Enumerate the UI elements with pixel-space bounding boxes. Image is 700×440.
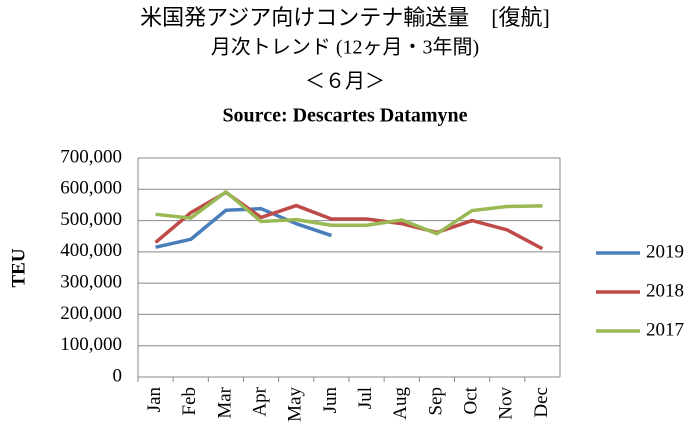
x-tick-label: Aug [390, 387, 411, 420]
y-tick-label: 400,000 [60, 240, 122, 261]
x-tick-label: Jan [144, 387, 165, 413]
y-tick-label: 700,000 [60, 146, 122, 167]
x-tick-label: Jul [355, 387, 376, 409]
x-tick-label: May [285, 387, 306, 422]
y-tick-label: 100,000 [60, 334, 122, 355]
series-line [155, 206, 332, 249]
y-axis-label: TEU [8, 248, 29, 287]
x-tick-label: Feb [179, 387, 200, 416]
x-tick-label: Jun [320, 387, 341, 414]
x-tick-label: Dec [531, 387, 552, 418]
y-tick-label: 500,000 [60, 209, 122, 230]
x-tick-label: Mar [214, 386, 235, 418]
y-tick-label: 200,000 [60, 303, 122, 324]
series-line [155, 190, 543, 236]
x-tick-label: Apr [249, 386, 270, 416]
x-tick-label: Nov [496, 387, 517, 420]
legend-label: 2017 [646, 319, 684, 340]
x-tick-label: Oct [460, 386, 481, 414]
chart-source: Source: Descartes Datamyne [222, 105, 467, 127]
y-tick-label: 300,000 [60, 272, 122, 293]
chart-subtitle: 月次トレンド (12ヶ月・3年間) [211, 36, 479, 59]
legend-label: 2018 [646, 280, 684, 301]
legend-label: 2019 [646, 241, 684, 262]
y-tick-label: 0 [113, 365, 123, 386]
chart-title: 米国発アジア向けコンテナ輸送量 [復航] [140, 5, 550, 30]
x-tick-label: Sep [425, 387, 446, 416]
chart-subtitle: ＜６月＞ [305, 71, 385, 93]
y-tick-label: 600,000 [60, 178, 122, 199]
